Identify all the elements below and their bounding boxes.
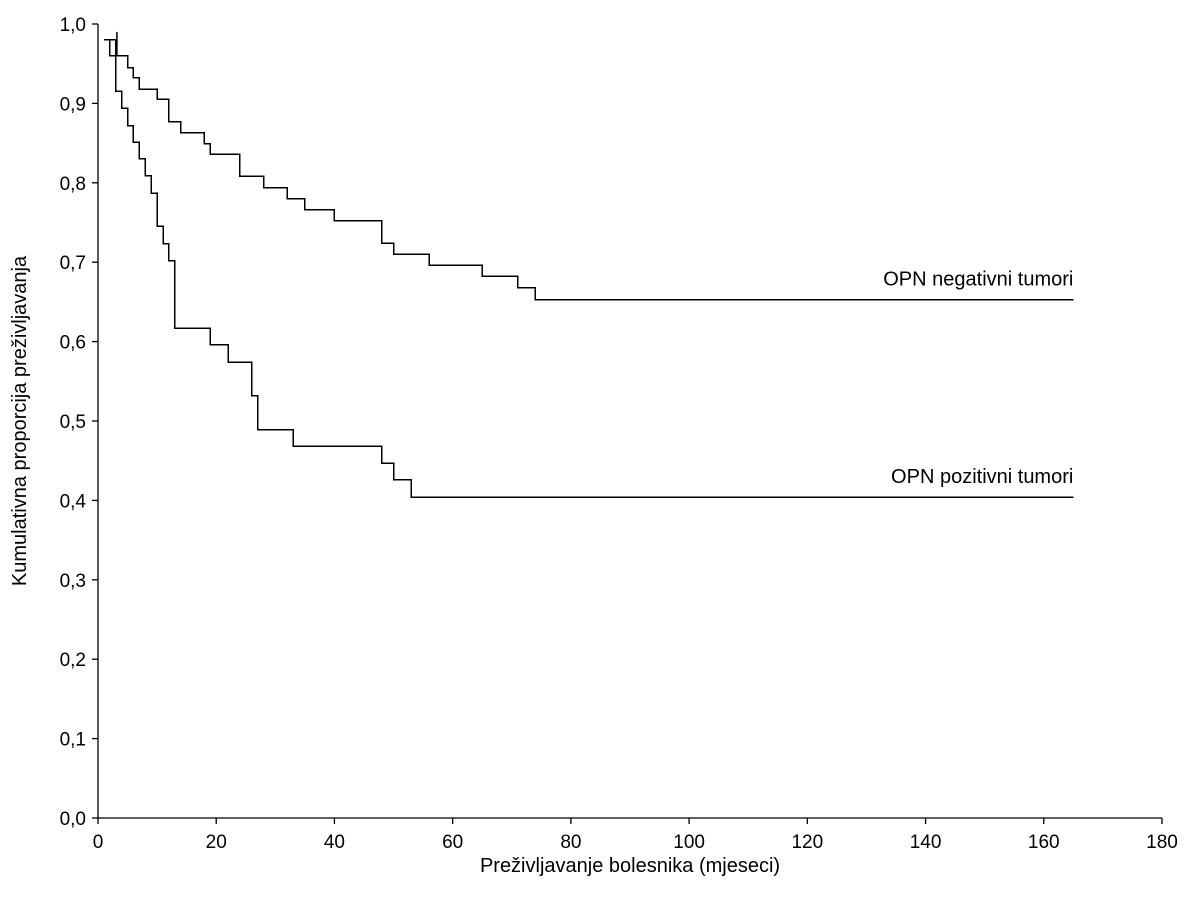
- y-tick-label: 0,5: [60, 412, 86, 433]
- series-label: OPN negativni tumori: [883, 269, 1073, 291]
- series-labels: OPN negativni tumori OPN pozitivni tumori: [883, 269, 1073, 489]
- y-tick-label: 1,0: [60, 15, 86, 36]
- y-tick-label: 0,6: [60, 333, 86, 354]
- ticks: 0 20 40 60 80 100 120 140 160 180 0,0 0,1 0,2 0,3 0,4 0…: [60, 15, 1178, 853]
- series-label: OPN pozitivni tumori: [891, 466, 1073, 488]
- y-tick-label: 0,2: [60, 650, 86, 671]
- y-tick-label: 0,7: [60, 253, 86, 274]
- y-tick-label: 0,1: [60, 730, 86, 751]
- y-tick-label: 0,9: [60, 94, 86, 115]
- survival-curve-opn-positive: [109, 39, 1074, 498]
- x-tick-label: 100: [673, 832, 705, 853]
- x-tick-label: 160: [1028, 832, 1060, 853]
- x-tick-label: 20: [206, 832, 227, 853]
- y-axis-title: Kumulativna proporcija preživljavanja: [9, 255, 31, 586]
- x-tick-label: 40: [324, 832, 345, 853]
- y-tick-label: 0,8: [60, 174, 86, 195]
- x-tick-label: 180: [1146, 832, 1178, 853]
- survival-curve-opn-negative: [103, 39, 1074, 301]
- y-tick-label: 0,0: [60, 809, 86, 830]
- x-tick-label: 60: [442, 832, 463, 853]
- y-tick-label: 0,3: [60, 571, 86, 592]
- x-tick-label: 0: [93, 832, 104, 853]
- y-tick-label: 0,4: [60, 491, 87, 512]
- x-tick-label: 80: [560, 832, 581, 853]
- survival-curves: [103, 31, 1074, 498]
- x-tick-label: 140: [910, 832, 942, 853]
- x-axis-title: Preživljavanje bolesnika (mjeseci): [480, 855, 780, 877]
- x-tick-label: 120: [791, 832, 823, 853]
